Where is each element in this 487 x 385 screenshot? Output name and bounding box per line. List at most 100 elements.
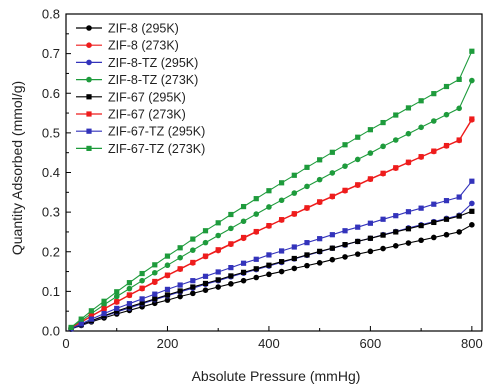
data-point xyxy=(215,220,221,226)
data-point xyxy=(114,308,120,314)
data-point xyxy=(78,316,84,322)
data-point xyxy=(152,291,158,297)
legend-marker xyxy=(86,59,92,66)
data-point xyxy=(392,137,399,143)
legend-marker xyxy=(86,145,92,151)
legend-entry: ZIF-8-TZ (295K) xyxy=(76,56,198,70)
legend-marker xyxy=(86,42,92,48)
data-point xyxy=(253,228,259,235)
data-point xyxy=(164,253,171,259)
data-point xyxy=(393,229,399,235)
legend-entry: ZIF-67-TZ (295K) xyxy=(76,125,205,139)
data-point xyxy=(443,231,450,238)
data-point xyxy=(405,209,412,215)
data-point xyxy=(240,260,247,266)
data-point xyxy=(88,316,94,322)
data-point xyxy=(139,277,145,284)
data-point xyxy=(291,255,297,262)
data-point xyxy=(240,269,247,275)
data-point xyxy=(202,253,209,259)
data-point xyxy=(393,112,399,118)
legend-marker xyxy=(86,128,92,134)
data-point xyxy=(469,222,475,228)
data-point xyxy=(151,269,158,276)
axes-layer: 0 200 400 600 800 0.0 0.1 0.2 0.3 0.4 0.5 0.6 0.7 0.8 xyxy=(42,7,483,352)
data-point xyxy=(253,274,260,281)
data-point xyxy=(329,170,336,176)
data-point xyxy=(215,232,221,239)
data-point xyxy=(164,297,171,303)
data-point xyxy=(469,208,475,214)
data-point xyxy=(164,262,171,269)
data-point xyxy=(456,194,462,200)
data-point xyxy=(177,282,183,288)
data-point xyxy=(342,242,348,248)
series-4 xyxy=(68,77,475,331)
data-point xyxy=(279,217,285,223)
data-point xyxy=(228,265,234,271)
data-point xyxy=(304,252,310,258)
data-point xyxy=(443,198,450,204)
data-point xyxy=(329,149,335,155)
data-point xyxy=(380,170,386,176)
data-point xyxy=(78,321,84,327)
data-point xyxy=(456,137,462,143)
data-point xyxy=(228,241,234,247)
legend: ZIF-8 (295K) ZIF-8 (273K) ZIF-8-TZ (295K) Z… xyxy=(76,22,205,156)
data-point xyxy=(456,229,462,235)
data-point xyxy=(393,213,399,219)
legend-entry: ZIF-8 (273K) xyxy=(76,39,179,53)
data-point xyxy=(152,262,158,268)
data-point xyxy=(190,259,196,266)
data-point xyxy=(367,235,373,241)
data-point xyxy=(126,301,133,307)
data-point xyxy=(392,243,399,249)
data-point xyxy=(354,156,361,163)
data-point xyxy=(126,292,133,298)
data-point xyxy=(177,245,183,251)
data-point xyxy=(139,296,145,302)
data-point xyxy=(329,232,335,238)
data-point xyxy=(431,201,437,207)
data-point xyxy=(177,266,183,272)
data-point xyxy=(405,159,412,165)
data-point xyxy=(405,240,412,246)
data-point xyxy=(456,213,462,219)
data-point xyxy=(317,236,323,242)
series-8 xyxy=(68,48,475,331)
data-point xyxy=(367,248,374,255)
y-axis-title: Quantity Adsorbed (mmol/g) xyxy=(9,81,25,255)
series-line xyxy=(70,224,473,330)
legend-label: ZIF-67-TZ (273K) xyxy=(108,142,205,156)
legend-label: ZIF-67 (295K) xyxy=(108,90,186,104)
data-point xyxy=(431,148,437,154)
data-point xyxy=(380,119,386,126)
legend-entry: ZIF-67 (273K) xyxy=(76,108,186,122)
data-point xyxy=(164,286,171,292)
data-point xyxy=(291,211,297,217)
data-point xyxy=(469,200,475,207)
data-point xyxy=(380,143,386,150)
data-point xyxy=(139,285,145,291)
data-point xyxy=(317,248,323,254)
data-point xyxy=(126,285,133,292)
x-axis-title: Absolute Pressure (mmHg) xyxy=(192,368,361,384)
x-tick-label: 800 xyxy=(461,336,483,351)
y-tick-label: 0.5 xyxy=(42,125,60,140)
data-point xyxy=(228,273,234,279)
data-point xyxy=(240,234,247,241)
data-point xyxy=(266,188,272,194)
data-point xyxy=(317,199,323,205)
data-point xyxy=(190,236,196,242)
data-point xyxy=(202,287,209,293)
data-point xyxy=(266,222,272,229)
data-point xyxy=(405,226,412,232)
data-point xyxy=(443,83,450,90)
data-point xyxy=(431,234,437,241)
legend-entry: ZIF-67 (295K) xyxy=(76,90,186,104)
y-tick-label: 0.0 xyxy=(42,324,60,339)
legend-label: ZIF-8 (273K) xyxy=(108,39,179,53)
data-point xyxy=(304,262,310,269)
y-tick-label: 0.2 xyxy=(42,244,60,259)
